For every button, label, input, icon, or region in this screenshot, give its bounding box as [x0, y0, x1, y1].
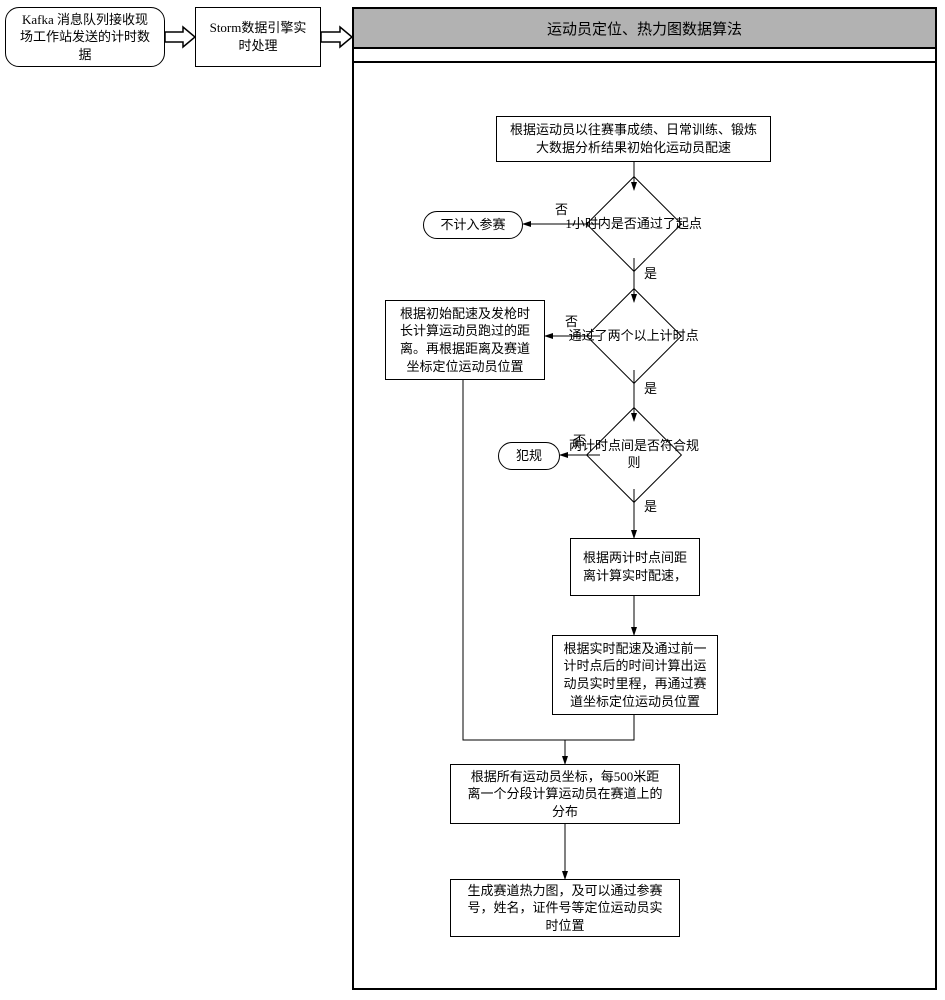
decision-1-label: 1小时内是否通过了起点: [566, 216, 703, 231]
algorithm-title-bar: 运动员定位、热力图数据算法: [354, 9, 935, 49]
kafka-label: Kafka 消息队列接收现场工作站发送的计时数据: [16, 11, 154, 64]
calc-initial-distance-label: 根据初始配速及发枪时长计算运动员跑过的距离。再根据距离及赛道坐标定位运动员位置: [394, 305, 536, 375]
heatmap-output-label: 生成赛道热力图，及可以通过参赛号，姓名，证件号等定位运动员实时位置: [465, 882, 665, 935]
init-pace-label: 根据运动员以往赛事成绩、日常训练、锻炼大数据分析结果初始化运动员配速: [507, 121, 760, 156]
storm-label: Storm数据引擎实时处理: [204, 19, 312, 54]
title-underline: [354, 49, 935, 63]
foul-node: 犯规: [498, 442, 560, 470]
distribution-500m-box: 根据所有运动员坐标，每500米距离一个分段计算运动员在赛道上的分布: [450, 764, 680, 824]
kafka-input-node: Kafka 消息队列接收现场工作站发送的计时数据: [5, 7, 165, 67]
not-counted-node: 不计入参赛: [423, 211, 523, 239]
realtime-position-box: 根据实时配速及通过前一计时点后的时间计算出运动员实时里程，再通过赛道坐标定位运动…: [552, 635, 718, 715]
foul-label: 犯规: [516, 447, 542, 465]
algorithm-title: 运动员定位、热力图数据算法: [547, 18, 742, 39]
decision-3-label: 两计时点间是否符合规则: [569, 438, 699, 470]
storm-node: Storm数据引擎实时处理: [195, 7, 321, 67]
init-pace-box: 根据运动员以往赛事成绩、日常训练、锻炼大数据分析结果初始化运动员配速: [496, 116, 771, 162]
realtime-position-label: 根据实时配速及通过前一计时点后的时间计算出运动员实时里程，再通过赛道坐标定位运动…: [561, 640, 709, 710]
calc-initial-distance-box: 根据初始配速及发枪时长计算运动员跑过的距离。再根据距离及赛道坐标定位运动员位置: [385, 300, 545, 380]
heatmap-output-box: 生成赛道热力图，及可以通过参赛号，姓名，证件号等定位运动员实时位置: [450, 879, 680, 937]
realtime-pace-box: 根据两计时点间距离计算实时配速，: [570, 538, 700, 596]
not-counted-label: 不计入参赛: [440, 216, 505, 234]
distribution-500m-label: 根据所有运动员坐标，每500米距离一个分段计算运动员在赛道上的分布: [465, 768, 665, 821]
realtime-pace-label: 根据两计时点间距离计算实时配速，: [579, 549, 691, 584]
decision-2-label: 通过了两个以上计时点: [569, 328, 699, 343]
